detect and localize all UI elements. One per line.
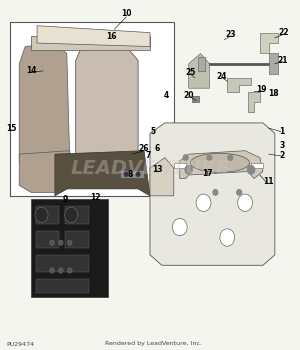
Ellipse shape <box>190 153 250 173</box>
Circle shape <box>65 207 78 223</box>
Circle shape <box>35 207 48 223</box>
Text: 2: 2 <box>280 152 285 160</box>
Polygon shape <box>180 151 263 178</box>
Bar <box>65 206 89 224</box>
Polygon shape <box>260 33 278 54</box>
Text: 3: 3 <box>280 141 285 150</box>
Circle shape <box>238 194 253 211</box>
Text: 23: 23 <box>225 30 236 39</box>
Bar <box>36 255 89 272</box>
Bar <box>36 279 89 293</box>
Text: 20: 20 <box>183 91 194 100</box>
Circle shape <box>50 268 54 273</box>
Circle shape <box>124 172 129 177</box>
Polygon shape <box>150 158 174 196</box>
Text: 13: 13 <box>152 165 163 174</box>
Polygon shape <box>248 92 260 112</box>
Circle shape <box>68 240 72 245</box>
Bar <box>251 163 263 168</box>
Text: 14: 14 <box>26 66 36 75</box>
Bar <box>31 36 150 50</box>
Circle shape <box>213 190 218 195</box>
Polygon shape <box>227 78 251 92</box>
Text: Rendered by LeadVenture, Inc.: Rendered by LeadVenture, Inc. <box>105 342 202 346</box>
Text: 4: 4 <box>164 91 169 100</box>
Polygon shape <box>37 26 150 47</box>
Circle shape <box>58 240 63 245</box>
Text: 26: 26 <box>139 145 149 153</box>
Circle shape <box>183 155 188 160</box>
Bar <box>36 231 59 248</box>
Text: 24: 24 <box>216 71 226 80</box>
Text: 7: 7 <box>146 152 151 160</box>
Circle shape <box>172 218 187 236</box>
Text: 21: 21 <box>277 56 287 65</box>
Polygon shape <box>55 151 150 196</box>
Text: 1: 1 <box>280 127 285 136</box>
Text: 6: 6 <box>155 145 160 153</box>
Bar <box>198 57 205 71</box>
Bar <box>65 231 89 248</box>
Polygon shape <box>19 43 70 168</box>
Polygon shape <box>150 123 275 265</box>
Circle shape <box>248 166 255 174</box>
Text: 25: 25 <box>185 68 195 77</box>
Text: 9: 9 <box>63 195 68 204</box>
Text: 10: 10 <box>121 9 131 18</box>
Bar <box>36 206 59 224</box>
Circle shape <box>237 190 242 195</box>
Text: 8: 8 <box>128 170 134 180</box>
Text: 5: 5 <box>150 127 155 136</box>
Polygon shape <box>76 47 138 168</box>
Circle shape <box>50 240 54 245</box>
Text: 22: 22 <box>278 28 289 37</box>
Circle shape <box>207 155 212 160</box>
Text: 19: 19 <box>256 85 267 94</box>
Bar <box>174 163 186 168</box>
Circle shape <box>68 268 72 273</box>
Text: 16: 16 <box>106 32 117 41</box>
Text: 11: 11 <box>264 177 274 187</box>
Text: LEADVENTURE: LEADVENTURE <box>70 159 230 177</box>
Circle shape <box>228 155 232 160</box>
Bar <box>192 96 199 102</box>
Bar <box>269 54 278 74</box>
Text: 15: 15 <box>7 124 17 133</box>
Text: 18: 18 <box>268 89 279 98</box>
Text: PU29474: PU29474 <box>6 342 34 346</box>
Bar <box>120 170 144 178</box>
Circle shape <box>58 268 63 273</box>
Text: 17: 17 <box>202 169 213 178</box>
Circle shape <box>220 229 235 246</box>
Circle shape <box>136 172 140 177</box>
Polygon shape <box>19 151 73 192</box>
Text: 12: 12 <box>90 193 100 202</box>
Bar <box>31 199 108 296</box>
Circle shape <box>196 194 211 211</box>
Polygon shape <box>189 54 209 88</box>
Bar <box>10 22 174 196</box>
Circle shape <box>185 166 192 174</box>
